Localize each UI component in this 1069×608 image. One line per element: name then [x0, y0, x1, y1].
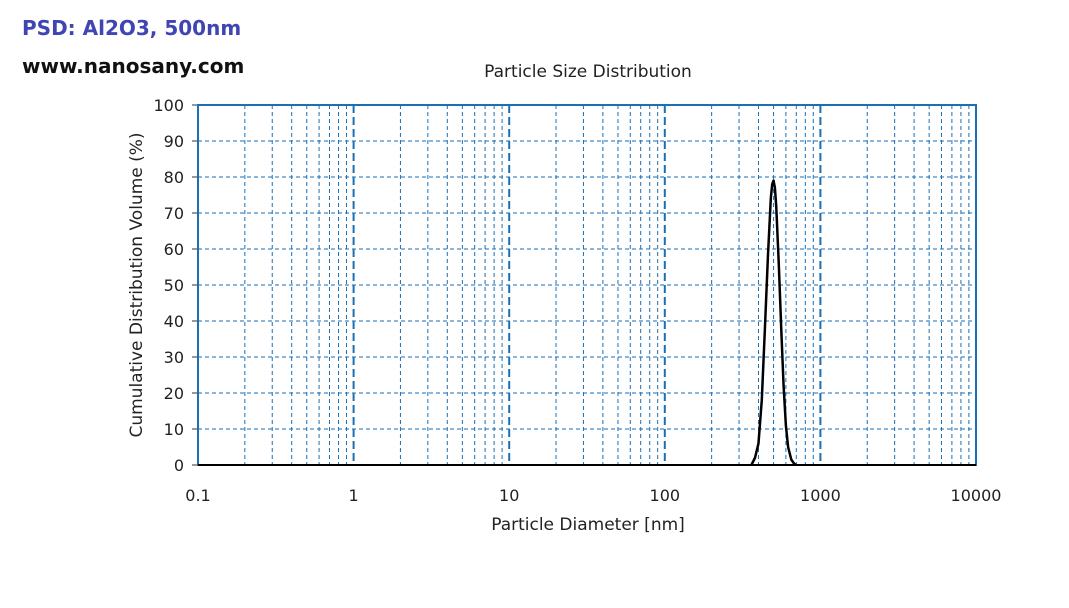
website-url: www.nanosany.com [22, 54, 245, 78]
y-tick-label: 70 [164, 204, 184, 223]
y-tick-label: 10 [164, 420, 184, 439]
distribution-curve [750, 179, 797, 467]
y-tick-label: 80 [164, 168, 184, 187]
x-tick-label: 1 [349, 486, 359, 505]
y-tick-label: 50 [164, 276, 184, 295]
y-tick-label: 30 [164, 348, 184, 367]
y-tick-label: 20 [164, 384, 184, 403]
x-tick-label: 1000 [800, 486, 841, 505]
x-axis-label: Particle Diameter [nm] [491, 515, 685, 535]
page-title: PSD: Al2O3, 500nm [22, 16, 242, 40]
x-axis-ticks: 0.1 1 10 100 1000 10000 [185, 486, 1001, 505]
y-tick-label: 90 [164, 132, 184, 151]
y-tick-label: 100 [153, 96, 184, 115]
x-tick-label: 10 [499, 486, 519, 505]
x-tick-label: 10000 [951, 486, 1002, 505]
x-tick-label: 0.1 [185, 486, 210, 505]
y-axis-ticks: 0 10 20 30 40 50 60 70 80 90 100 [153, 96, 198, 475]
y-tick-label: 60 [164, 240, 184, 259]
y-axis-label: Cumulative Distribution Volume (%) [127, 132, 147, 437]
y-tick-label: 0 [174, 456, 184, 475]
chart-grid [198, 105, 976, 465]
y-tick-label: 40 [164, 312, 184, 331]
chart-title: Particle Size Distribution [484, 62, 692, 82]
x-tick-label: 100 [650, 486, 681, 505]
